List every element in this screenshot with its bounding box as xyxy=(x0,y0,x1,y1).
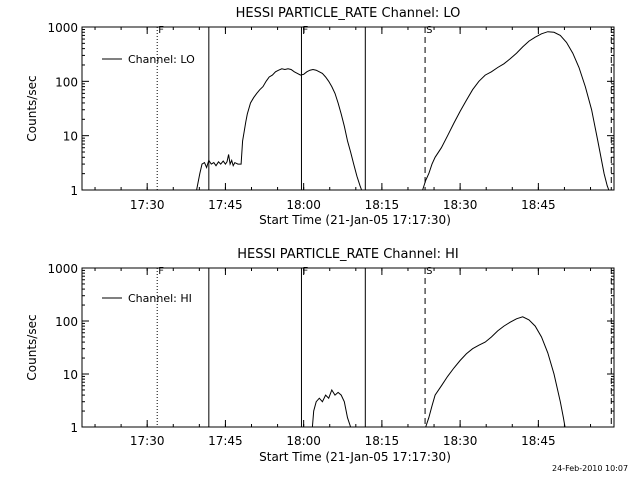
chart-title: HESSI PARTICLE_RATE Channel: HI xyxy=(237,247,458,262)
event-marker-label: F xyxy=(302,266,308,277)
x-axis-label: Start Time (21-Jan-05 17:17:30) xyxy=(259,450,451,464)
y-tick-label: 100 xyxy=(55,75,78,89)
x-tick-label: 18:00 xyxy=(286,198,321,212)
event-marker-label: F xyxy=(158,266,164,277)
event-marker-label: S xyxy=(426,25,432,36)
x-tick-label: 18:15 xyxy=(365,434,400,448)
series-line xyxy=(422,31,610,191)
x-tick-label: 17:30 xyxy=(130,198,165,212)
footer-timestamp: 24-Feb-2010 10:07 xyxy=(552,464,629,473)
legend-label: Channel: HI xyxy=(128,292,192,305)
legend-label: Channel: LO xyxy=(128,53,195,66)
series-line xyxy=(311,388,352,428)
x-tick-label: 17:45 xyxy=(208,198,243,212)
x-tick-label: 17:30 xyxy=(130,434,165,448)
x-tick-label: 18:00 xyxy=(286,434,321,448)
event-marker-label: S xyxy=(426,266,432,277)
x-tick-label: 18:15 xyxy=(365,198,400,212)
plot-frame xyxy=(81,267,615,428)
y-tick-label: 1 xyxy=(70,421,78,435)
chart-title: HESSI PARTICLE_RATE Channel: LO xyxy=(236,6,461,21)
y-tick-label: 1000 xyxy=(47,21,78,35)
y-tick-label: 1 xyxy=(70,184,78,198)
x-tick-label: 17:45 xyxy=(208,434,243,448)
x-tick-label: 18:45 xyxy=(521,198,556,212)
series-line xyxy=(196,68,363,191)
event-marker-label: F xyxy=(302,25,308,36)
y-tick-label: 100 xyxy=(55,315,78,329)
x-tick-label: 18:30 xyxy=(443,198,478,212)
event-marker-label: F xyxy=(158,25,164,36)
y-tick-label: 10 xyxy=(63,368,78,382)
series-line xyxy=(425,316,566,428)
y-axis-label: Counts/sec xyxy=(25,314,39,380)
y-tick-label: 10 xyxy=(63,130,78,144)
x-tick-label: 18:30 xyxy=(443,434,478,448)
plot-frame xyxy=(81,26,615,191)
x-axis-label: Start Time (21-Jan-05 17:17:30) xyxy=(259,213,451,227)
x-tick-label: 18:45 xyxy=(521,434,556,448)
y-axis-label: Counts/sec xyxy=(25,75,39,141)
y-tick-label: 1000 xyxy=(47,262,78,276)
